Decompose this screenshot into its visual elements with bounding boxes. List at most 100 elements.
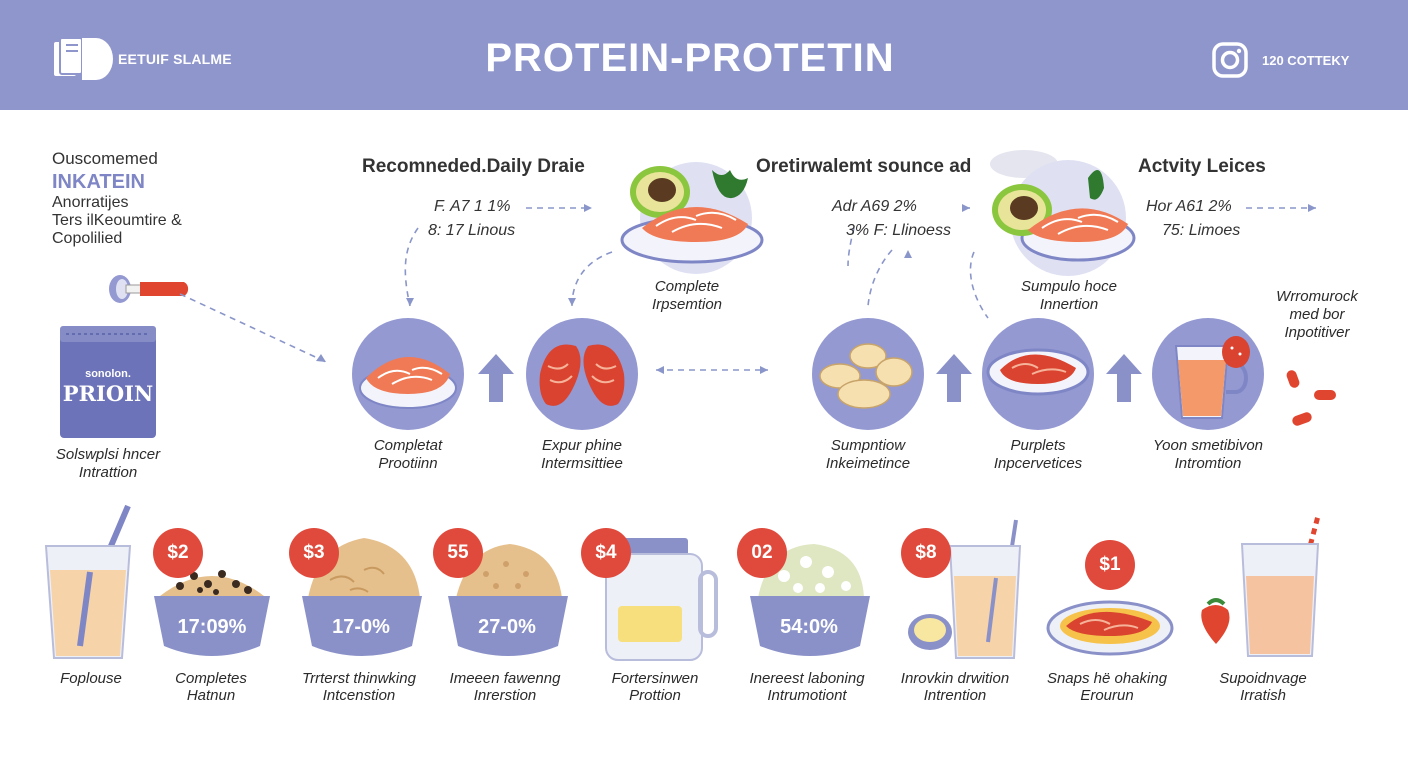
activity-heading: Actvity Leices — [1138, 156, 1266, 177]
circle-drink[interactable] — [1152, 318, 1264, 430]
bottom-caption-5-line-2: Prottion — [629, 687, 681, 704]
jar-icon — [605, 538, 718, 661]
bottom-caption-4-line-2: Inrerstion — [473, 687, 537, 704]
bottom-caption-3-line-2: Intcenstion — [322, 687, 396, 704]
circle-caption-2: Expur phine Intermsittiee — [506, 437, 658, 473]
price-badge-8: $1 — [1085, 540, 1135, 590]
scoop-icon — [109, 275, 189, 303]
circle-caption-4: Purplets Inpcervetices — [962, 437, 1114, 473]
right-note-line-3: Inpotitiver — [1284, 324, 1350, 341]
bottom-caption-7-line-1: Inrovkin drwition — [900, 670, 1010, 687]
brand-name: EETUIF SLALME — [118, 51, 232, 67]
circle-potato[interactable] — [812, 318, 924, 430]
milk-glass-icon — [44, 504, 132, 659]
price-badge-7: $8 — [901, 528, 951, 578]
circle-caption-1-line-1: Completat — [373, 437, 443, 454]
plate1-caption-line-2: Irpsemtion — [651, 296, 723, 313]
meat-icon — [539, 344, 625, 406]
circle-steak[interactable] — [982, 318, 1094, 430]
steak-plate-icon — [1046, 600, 1174, 656]
bottom-caption-8-line-1: Snaps hë ohaking — [1046, 670, 1168, 687]
header-bar: EETUIF SLALME PROTEIN-PROTETIN 120 COTTE… — [0, 0, 1408, 110]
daily-intake-heading: Recomneded.Daily Draie — [362, 156, 585, 177]
bottom-caption-3-line-1: Trrterst thinwking — [302, 670, 416, 687]
steak-icon — [986, 348, 1090, 396]
bottom-caption-6-line-1: Inereest laboning — [749, 670, 865, 687]
bottom-caption-8-line-2: Erourun — [1080, 687, 1134, 704]
activity-stat-2: 75: Limoes — [1162, 222, 1241, 239]
bottom-caption-5: Fortersinwen Prottion — [580, 670, 730, 704]
social-handle: 120 COTTEKY — [1262, 52, 1350, 68]
circle-caption-3-line-2: Inkeimetince — [825, 455, 911, 472]
up-arrow-2 — [936, 354, 972, 402]
bottom-caption-7-line-2: Intrention — [923, 687, 987, 704]
brand[interactable]: EETUIF SLALME — [52, 36, 232, 82]
bottom-caption-6-line-2: Intrumotiont — [767, 687, 847, 704]
social-link[interactable]: 120 COTTEKY — [1212, 42, 1349, 78]
bottom-caption-7: Inrovkin drwition Intrention — [880, 670, 1030, 704]
intro-line-1: Ouscomemed — [52, 149, 158, 168]
right-note-line-1: Wrromurock — [1276, 288, 1358, 305]
bottom-caption-4: Imeeen fawenng Inrerstion — [430, 670, 580, 704]
source-stat-2: 3% F: Llinoess — [846, 222, 951, 239]
intro-line-3: Anorratijes — [52, 194, 129, 211]
circle-caption-2-line-2: Intermsittiee — [541, 455, 623, 472]
instagram-icon — [1212, 42, 1248, 78]
intro-highlight: INKATEIN — [52, 171, 145, 193]
plate2-caption: Sumpulo hoce Innertion — [994, 278, 1144, 314]
page-title: PROTEIN-PROTETIN — [485, 36, 895, 80]
shake-icon — [908, 519, 1022, 659]
circle-caption-5-line-2: Intromtion — [1174, 455, 1242, 472]
up-arrow-3 — [1106, 354, 1142, 402]
circle-salmon[interactable] — [352, 318, 464, 430]
bottom-caption-5-line-1: Fortersinwen — [611, 670, 699, 687]
bag-label-big: PRIOIN — [62, 381, 154, 406]
circle-caption-4-line-2: Inpcervetices — [993, 455, 1083, 472]
bag-caption-line-1: Solswplsi hncer — [55, 446, 161, 463]
plate2-caption-line-2: Innertion — [1039, 296, 1099, 313]
bowl-value-4: 27-0% — [478, 616, 536, 638]
salmon-avocado-plate-icon — [620, 162, 764, 274]
bowl-value-3: 17-0% — [332, 616, 390, 638]
right-note: Wrromurock med bor Inpotitiver — [1262, 288, 1372, 342]
smoothie-icon — [1201, 515, 1321, 657]
circle-meat[interactable] — [526, 318, 638, 430]
circle-caption-4-line-1: Purplets — [1010, 437, 1066, 454]
activity-stat-1: Hor A61 2% — [1146, 198, 1232, 215]
pills-icon — [1286, 370, 1336, 426]
price-badge-4: 55 — [433, 528, 483, 578]
bottom-caption-9: Supoidnvage Irratish — [1188, 670, 1338, 704]
up-arrow-1 — [478, 354, 514, 402]
bottom-caption-6: Inereest laboning Intrumotiont — [732, 670, 882, 704]
plate1-caption-line-1: Complete — [654, 278, 720, 295]
salmon-avocado-plate-2-icon — [990, 150, 1136, 276]
left-intro: Ouscomemed INKATEIN Anorratijes Ters ilK… — [52, 149, 182, 248]
intro-line-5: Copolilied — [52, 230, 123, 247]
circle-caption-5-line-1: Yoon smetibivon — [1152, 437, 1264, 454]
bowl-value-6: 54:0% — [780, 616, 838, 638]
bottom-caption-2-line-2: Hatnun — [186, 687, 236, 704]
bottom-caption-2: Completes Hatnun — [136, 670, 286, 704]
daily-stat-2: 8: 17 Linous — [428, 222, 516, 239]
beans-bowl-icon — [154, 570, 270, 656]
book-logo-icon — [54, 37, 113, 80]
bottom-caption-3: Trrterst thinwking Intcenstion — [284, 670, 434, 704]
bottom-caption-2-line-1: Completes — [175, 670, 247, 687]
source-heading: Oretirwalemt sounce ad — [756, 156, 972, 177]
bottom-caption-9-line-2: Irratish — [1240, 687, 1286, 704]
circle-caption-3: Sumpntiow Inkeimetince — [792, 437, 944, 473]
bag-caption-line-2: Intrattion — [78, 464, 138, 481]
bowl-value-2: 17:09% — [177, 616, 247, 638]
right-note-line-2: med bor — [1289, 306, 1345, 323]
circle-caption-1: Completat Prootiinn — [332, 437, 484, 473]
protein-bag-icon — [60, 326, 156, 438]
potato-icon — [819, 343, 913, 409]
bottom-caption-8: Snaps hë ohaking Erourun — [1032, 670, 1182, 704]
daily-stat-1: F. A7 1 1% — [434, 198, 511, 215]
circle-caption-5: Yoon smetibivon Intromtion — [1130, 437, 1286, 473]
bottom-caption-4-line-1: Imeeen fawenng — [449, 670, 561, 687]
plate2-caption-line-1: Sumpulo hoce — [1021, 278, 1117, 295]
bottom-caption-9-line-1: Supoidnvage — [1219, 670, 1307, 687]
price-badge-2: $2 — [153, 528, 203, 578]
